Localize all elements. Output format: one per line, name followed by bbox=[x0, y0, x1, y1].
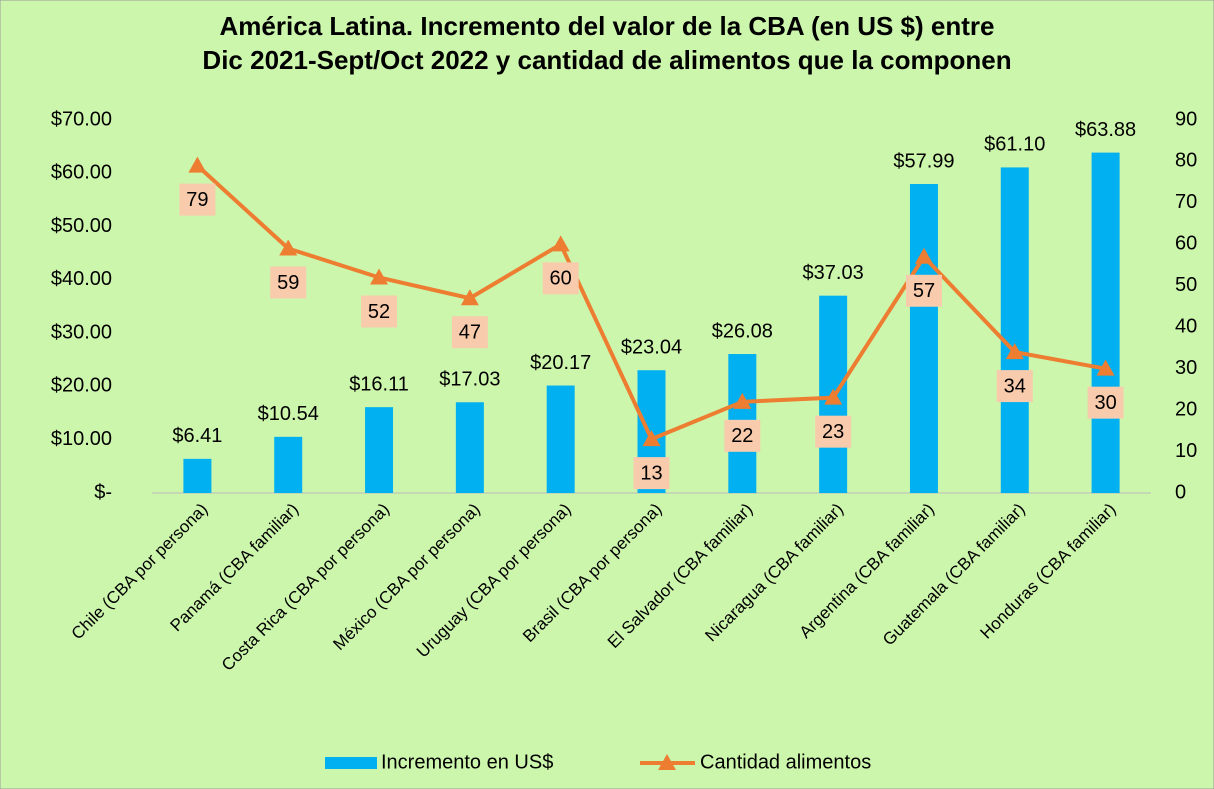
y-tick-label: $20.00 bbox=[51, 375, 112, 397]
y2-tick-label: 70 bbox=[1175, 191, 1197, 213]
data-label: 79 bbox=[186, 189, 208, 211]
chart-title: Dic 2021-Sept/Oct 2022 y cantidad de ali… bbox=[202, 45, 1011, 75]
line-marker bbox=[733, 392, 752, 409]
data-label-box bbox=[633, 457, 670, 490]
bar bbox=[1091, 152, 1120, 494]
data-label: $6.41 bbox=[172, 425, 222, 447]
data-label: $26.08 bbox=[712, 320, 773, 342]
bar bbox=[455, 402, 484, 493]
y2-tick-label: 20 bbox=[1175, 398, 1197, 420]
y-tick-label: $10.00 bbox=[51, 428, 112, 450]
legend-label: Cantidad alimentos bbox=[700, 751, 871, 773]
y2-tick-label: 80 bbox=[1175, 150, 1197, 172]
line-marker bbox=[824, 388, 843, 405]
data-label-box bbox=[270, 266, 307, 299]
bar bbox=[183, 458, 212, 493]
y2-tick-label: 10 bbox=[1175, 440, 1197, 462]
data-label: $61.10 bbox=[984, 134, 1045, 156]
y-tick-label: $50.00 bbox=[51, 215, 112, 237]
legend-swatch bbox=[325, 757, 377, 769]
bar bbox=[274, 436, 303, 493]
data-label: $16.11 bbox=[349, 373, 409, 395]
data-label: $17.03 bbox=[439, 369, 500, 391]
y2-tick-label: 30 bbox=[1175, 357, 1197, 379]
bar bbox=[365, 407, 394, 493]
y-tick-label: $40.00 bbox=[51, 268, 112, 290]
legend-label: Incremento en US$ bbox=[381, 751, 553, 773]
data-label: $57.99 bbox=[893, 150, 954, 172]
data-label-box bbox=[451, 316, 488, 349]
bar bbox=[546, 385, 575, 493]
y-tick-label: $30.00 bbox=[51, 321, 112, 343]
data-label: $63.88 bbox=[1075, 119, 1136, 141]
line-marker bbox=[370, 268, 389, 285]
data-label: $10.54 bbox=[258, 403, 319, 425]
data-label-box bbox=[905, 274, 942, 307]
y2-tick-label: 90 bbox=[1175, 108, 1197, 130]
line-marker bbox=[1096, 359, 1115, 376]
data-label-box bbox=[179, 183, 216, 216]
data-label: $23.04 bbox=[621, 337, 682, 359]
legend-marker bbox=[658, 754, 676, 770]
line-marker bbox=[279, 239, 298, 256]
bar bbox=[909, 183, 938, 493]
data-label: 22 bbox=[731, 425, 753, 447]
data-label: 13 bbox=[640, 462, 662, 484]
data-label: 52 bbox=[368, 301, 390, 323]
y-tick-label: $70.00 bbox=[51, 108, 112, 130]
data-label: $37.03 bbox=[803, 262, 864, 284]
line-marker bbox=[914, 247, 933, 264]
data-label-box bbox=[361, 295, 398, 328]
y-tick-label: $60.00 bbox=[51, 162, 112, 184]
data-label-box bbox=[1087, 386, 1124, 419]
data-label: 30 bbox=[1094, 392, 1116, 414]
line-marker bbox=[642, 430, 661, 447]
line-marker bbox=[188, 156, 207, 173]
data-label: $20.17 bbox=[530, 352, 591, 374]
data-label-box bbox=[724, 419, 761, 452]
data-label: 34 bbox=[1004, 375, 1026, 397]
y2-tick-label: 40 bbox=[1175, 316, 1197, 338]
data-label: 47 bbox=[459, 321, 481, 343]
data-label-box bbox=[542, 262, 579, 295]
data-label-box bbox=[815, 415, 852, 448]
chart-title: América Latina. Incremento del valor de … bbox=[220, 11, 995, 41]
y2-tick-label: 0 bbox=[1175, 481, 1186, 503]
y2-tick-label: 60 bbox=[1175, 233, 1197, 255]
data-label-box bbox=[996, 370, 1033, 403]
line-marker bbox=[1005, 343, 1024, 360]
y2-tick-label: 50 bbox=[1175, 274, 1197, 296]
data-label: 23 bbox=[822, 421, 844, 443]
data-label: 57 bbox=[913, 280, 935, 302]
bar bbox=[1000, 167, 1029, 493]
line-marker bbox=[460, 289, 479, 306]
data-label: 59 bbox=[277, 272, 299, 294]
line-marker bbox=[551, 235, 570, 252]
data-label: 60 bbox=[550, 268, 572, 290]
y-tick-label: $- bbox=[94, 481, 112, 503]
